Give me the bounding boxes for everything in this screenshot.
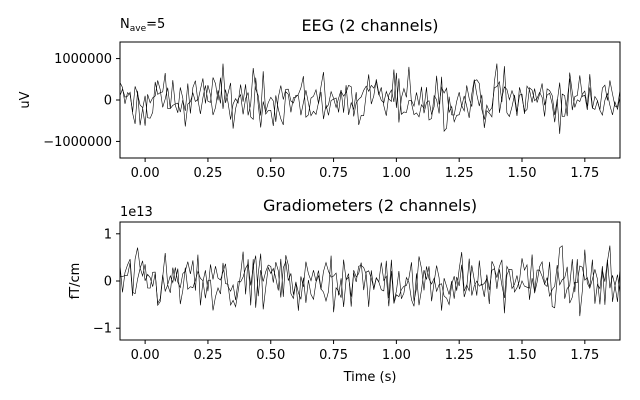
x-tick-label: 1.00: [382, 166, 411, 181]
x-tick-label: 1.25: [445, 348, 474, 363]
series-trace-1: [119, 63, 621, 134]
x-tick-label: 0.75: [319, 166, 348, 181]
y-axis-label: uV: [18, 91, 33, 108]
y-tick-label: −1000000: [43, 135, 112, 150]
x-tick-label: 0.25: [193, 348, 222, 363]
y-tick-label: 1: [104, 227, 112, 242]
chart-title: Gradiometers (2 channels): [263, 196, 477, 215]
x-tick-label: 0.50: [256, 348, 285, 363]
y-tick-label: 1000000: [54, 52, 112, 67]
chart-title: EEG (2 channels): [301, 16, 438, 35]
x-tick-label: 0.25: [193, 166, 222, 181]
x-tick-label: 0.00: [131, 348, 160, 363]
x-tick-label: 1.50: [508, 348, 537, 363]
nave-annotation: Nave=5: [120, 17, 165, 34]
x-tick-label: 1.50: [508, 166, 537, 181]
y-tick-label: 0: [104, 275, 112, 290]
series-trace-2: [119, 63, 621, 129]
y-axis-label: fT/cm: [68, 263, 83, 300]
y-offset-label: 1e13: [120, 205, 153, 220]
x-axis-label: Time (s): [343, 370, 397, 385]
y-tick-label: −1: [93, 322, 112, 337]
series-trace-2: [119, 245, 621, 314]
x-tick-label: 1.75: [570, 166, 599, 181]
series-trace-1: [119, 245, 621, 317]
x-tick-label: 1.75: [570, 348, 599, 363]
x-tick-label: 0.50: [256, 166, 285, 181]
x-tick-label: 1.00: [382, 348, 411, 363]
y-tick-label: 0: [104, 94, 112, 109]
x-tick-label: 0.75: [319, 348, 348, 363]
x-tick-label: 1.25: [445, 166, 474, 181]
x-tick-label: 0.00: [131, 166, 160, 181]
